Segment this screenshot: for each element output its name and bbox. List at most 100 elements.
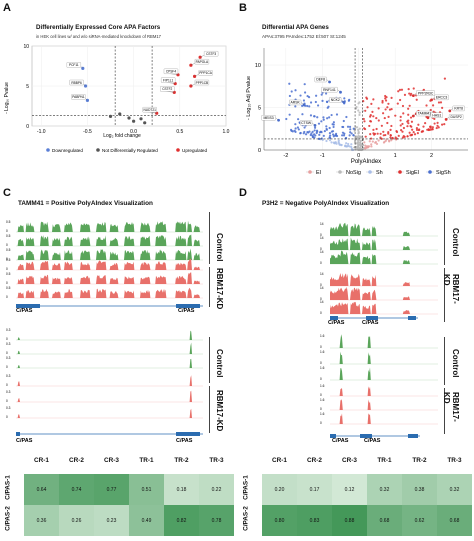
data-point bbox=[318, 137, 321, 141]
data-point bbox=[382, 112, 385, 115]
data-point bbox=[355, 126, 359, 129]
gene-label: FIP1L1 bbox=[163, 78, 174, 82]
track-axis-label: 0.5 bbox=[6, 248, 11, 252]
track-axis-label: 0.3 bbox=[6, 390, 11, 394]
data-point bbox=[143, 121, 147, 125]
data-point bbox=[302, 99, 306, 102]
coverage-track bbox=[16, 358, 203, 368]
data-point bbox=[387, 130, 390, 134]
panel-d-heatmap: CR-1 CR-2 CR-3 TR-1 TR-2 TR-3 0.20 0.17 0.12 0.32… bbox=[238, 446, 474, 538]
gene-label-box bbox=[261, 115, 276, 121]
data-point bbox=[294, 89, 297, 92]
data-point bbox=[409, 116, 413, 119]
data-point bbox=[357, 128, 360, 131]
data-point bbox=[335, 134, 338, 137]
data-point bbox=[422, 88, 426, 91]
track-axis-label: 14 bbox=[320, 272, 324, 276]
data-point bbox=[324, 92, 328, 95]
gene-label: RNF141 bbox=[323, 88, 336, 92]
data-point bbox=[325, 139, 328, 143]
coverage-track bbox=[16, 272, 203, 284]
y-tick-label: 0 bbox=[26, 124, 29, 130]
data-point bbox=[317, 122, 321, 125]
data-point bbox=[316, 116, 319, 119]
gene-label: ERCC3 bbox=[436, 96, 448, 100]
track-axis-label: 0.5 bbox=[6, 234, 11, 238]
track-axis-label: 0.5 bbox=[6, 272, 11, 276]
data-point bbox=[337, 139, 340, 142]
legend-label: Upregulated bbox=[182, 148, 207, 153]
track-axis-label: 1.6 bbox=[320, 350, 325, 354]
data-point bbox=[377, 107, 380, 110]
data-point bbox=[366, 146, 369, 149]
coverage-track bbox=[330, 334, 438, 348]
data-point bbox=[441, 106, 444, 109]
track-axis-label: 1.6 bbox=[320, 366, 325, 370]
data-point bbox=[289, 128, 293, 131]
data-point bbox=[409, 124, 412, 128]
track-axis-label: 0 bbox=[320, 421, 322, 425]
pas-label: C/PAS bbox=[16, 438, 33, 444]
panel-c-title: TAMM41 = Positive PolyAIndex Visualizati… bbox=[18, 200, 153, 207]
data-point bbox=[108, 114, 113, 118]
x-tick-label: -0.5 bbox=[83, 129, 92, 135]
data-point bbox=[297, 118, 300, 121]
data-point bbox=[429, 125, 432, 128]
heatmap-cell: 0.78 bbox=[199, 505, 234, 536]
data-point bbox=[402, 126, 406, 130]
panel-letter-c: C bbox=[3, 187, 11, 199]
gene-label: PPP1CB bbox=[196, 81, 209, 85]
data-point bbox=[363, 127, 366, 130]
data-point bbox=[401, 136, 405, 139]
data-point bbox=[309, 114, 313, 117]
gene-label-box bbox=[163, 68, 179, 74]
track-axis-label: 14 bbox=[320, 250, 324, 254]
data-point bbox=[371, 110, 374, 114]
data-point bbox=[377, 139, 380, 142]
track-axis-label: 0 bbox=[6, 351, 8, 355]
data-point bbox=[313, 126, 317, 129]
data-point bbox=[411, 128, 414, 131]
data-point bbox=[421, 130, 425, 133]
data-point bbox=[299, 94, 302, 97]
track-axis-label: 0 bbox=[6, 383, 8, 387]
data-point bbox=[407, 119, 410, 122]
condition-label-kd: RBM17-KD bbox=[442, 392, 460, 422]
label-leader bbox=[427, 115, 432, 118]
heatmap-column-header: TR-2 bbox=[412, 456, 427, 464]
data-point bbox=[329, 136, 332, 140]
label-leader bbox=[194, 74, 199, 77]
data-point bbox=[410, 120, 414, 123]
gene-label: NUDT21 bbox=[144, 108, 157, 112]
data-point bbox=[285, 117, 288, 121]
panel-b-xlabel: PolyAIndex bbox=[351, 159, 381, 165]
data-point bbox=[375, 127, 378, 131]
data-point bbox=[354, 140, 357, 143]
data-point bbox=[301, 113, 304, 116]
data-point bbox=[325, 127, 328, 131]
data-point bbox=[389, 133, 392, 137]
data-point bbox=[400, 129, 403, 132]
data-point bbox=[412, 87, 415, 90]
data-point bbox=[328, 139, 332, 142]
data-point bbox=[406, 135, 409, 138]
data-point bbox=[350, 143, 353, 146]
heatmap-cell: 0.26 bbox=[59, 505, 94, 536]
data-point bbox=[397, 134, 400, 137]
heatmap-column-header: CR-1 bbox=[272, 456, 287, 464]
data-point bbox=[313, 115, 316, 118]
panel-letter-b: B bbox=[239, 2, 247, 14]
data-point bbox=[291, 130, 294, 133]
condition-label-kd: RBM17-KD bbox=[215, 390, 224, 432]
data-point bbox=[345, 142, 348, 145]
heatmap-cell: 0.62 bbox=[402, 505, 437, 536]
track-axis-label: 0.3 bbox=[6, 374, 11, 378]
gene-model-exon bbox=[360, 434, 372, 438]
data-point bbox=[407, 113, 410, 116]
track-axis-label: 0 bbox=[6, 337, 8, 341]
legend-label: El bbox=[316, 170, 321, 176]
x-tick-label: -2 bbox=[283, 153, 288, 159]
data-point bbox=[431, 128, 434, 131]
heatmap-cell: 0.32 bbox=[367, 474, 402, 505]
heatmap-cell: 0.38 bbox=[402, 474, 437, 505]
